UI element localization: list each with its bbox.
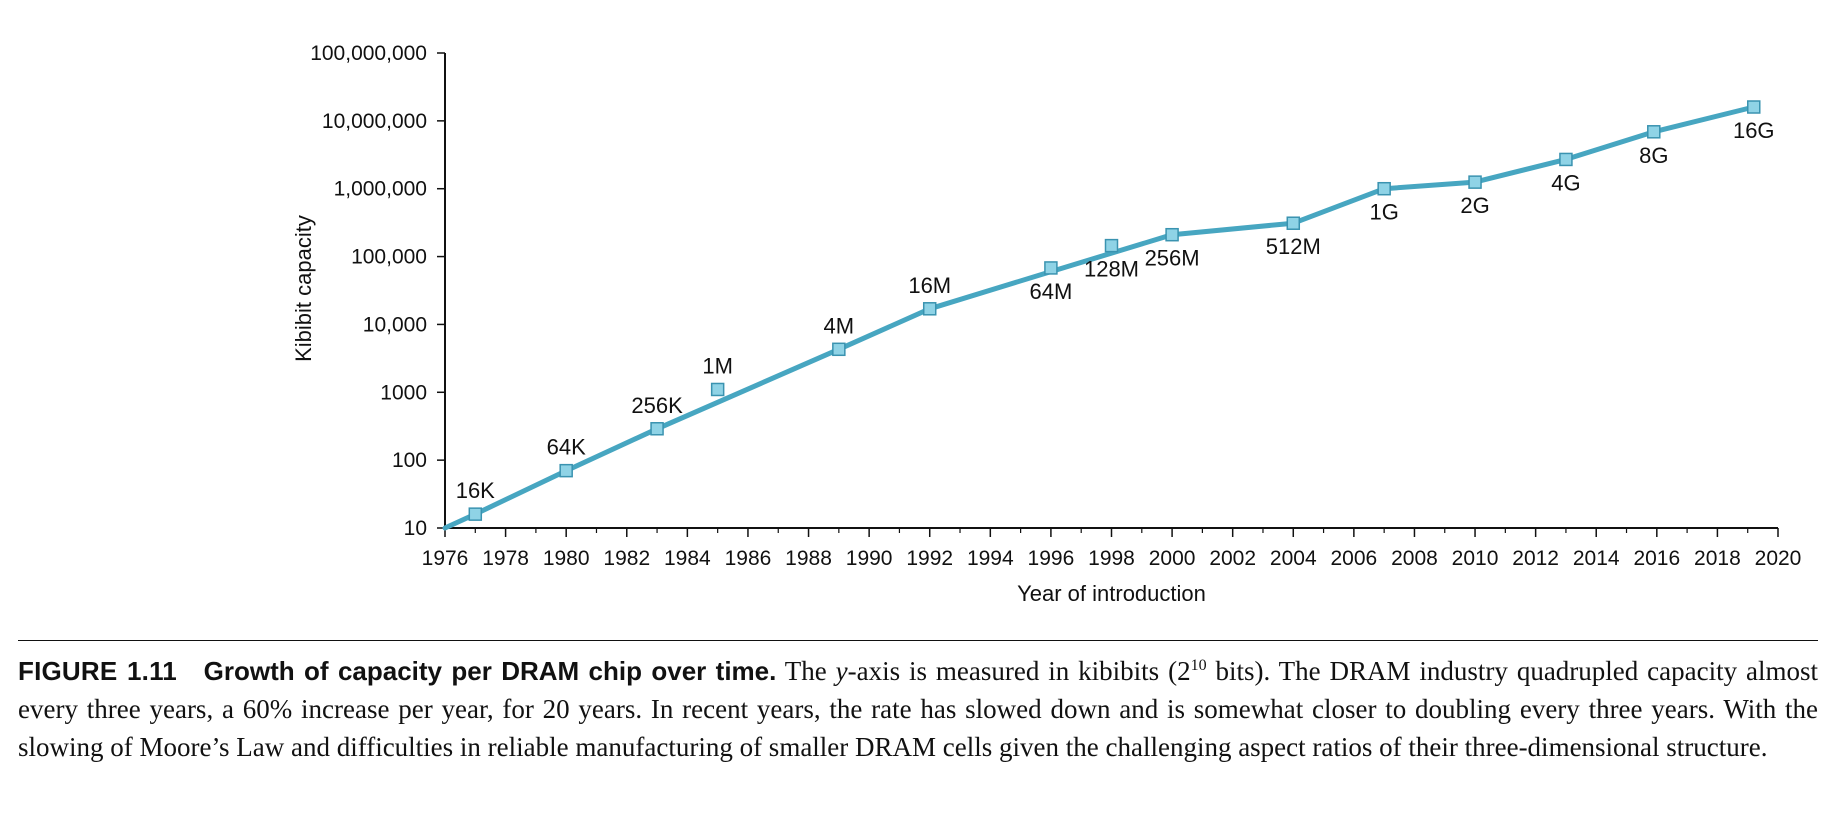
x-tick-label: 1998 <box>1088 547 1135 570</box>
data-point-marker <box>1747 100 1761 114</box>
capacity-series: 16K 64K 256K 1M 4M 16M 64M 128M 256M 512M 1G 2G 4G 8G… <box>442 100 1775 531</box>
x-tick-label: 2006 <box>1331 547 1378 570</box>
x-tick-label: 2008 <box>1391 547 1438 570</box>
data-point-label: 16G <box>1733 118 1775 143</box>
caption-divider <box>18 640 1818 641</box>
data-point-marker <box>710 382 725 397</box>
data-point-label: 512M <box>1266 234 1321 259</box>
y-tick-label: 100,000 <box>351 246 427 269</box>
y-tick-label: 1,000,000 <box>334 178 427 201</box>
caption-y-italic: y <box>835 656 848 686</box>
data-point-marker <box>650 422 664 436</box>
x-axis-title: Year of introduction <box>1017 581 1206 606</box>
dram-capacity-chart: 10 100 1000 10,000 100,000 1,000,000 10,000,00… <box>291 42 1802 606</box>
caption-superscript: 10 <box>1190 657 1207 674</box>
x-tick-label: 1984 <box>664 547 711 570</box>
y-tick-label: 10,000,000 <box>322 110 427 133</box>
x-tick-label: 2016 <box>1633 547 1680 570</box>
x-tick-label: 1996 <box>1028 547 1075 570</box>
data-point-marker <box>1044 261 1058 275</box>
data-point-label: 4G <box>1551 170 1580 195</box>
data-point-label: 16M <box>908 273 951 298</box>
data-point-label: 256M <box>1145 246 1200 271</box>
x-tick-label: 1990 <box>846 547 893 570</box>
data-point-marker <box>1165 227 1179 242</box>
data-point-marker <box>1647 125 1661 139</box>
y-tick-label: 10,000 <box>363 313 427 336</box>
y-tick-label: 100 <box>392 449 427 472</box>
data-point-label: 2G <box>1460 193 1489 218</box>
x-tick-label: 1982 <box>603 547 650 570</box>
capacity-line <box>442 104 1757 531</box>
x-tick-label: 1994 <box>967 547 1014 570</box>
data-point-label: 1M <box>702 353 733 378</box>
x-tick-label: 2010 <box>1452 547 1499 570</box>
data-point-marker <box>832 342 846 357</box>
data-point-marker <box>1468 175 1482 189</box>
x-tick-label: 2004 <box>1270 547 1317 570</box>
data-point-marker <box>1377 181 1391 196</box>
caption-text-2: -axis is measured in kibibits (2 <box>847 656 1191 686</box>
x-tick-label: 2000 <box>1149 547 1196 570</box>
figure-label: FIGURE 1.11 <box>18 656 177 686</box>
y-axis: 10 100 1000 10,000 100,000 1,000,000 10,000,00… <box>310 42 446 540</box>
data-point-label: 1G <box>1369 200 1398 225</box>
data-point-label: 16K <box>456 478 495 503</box>
x-tick-label: 1992 <box>906 547 953 570</box>
caption-text-3: bits). The DRAM industry quadrupled capa… <box>18 656 1819 762</box>
x-tick-label: 1976 <box>422 547 469 570</box>
figure-title: Growth of capacity per DRAM chip over ti… <box>203 656 777 686</box>
x-tick-label: 2018 <box>1694 547 1741 570</box>
y-axis-title: Kibibit capacity <box>291 215 316 362</box>
x-tick-label: 1988 <box>785 547 832 570</box>
x-tick-label: 2014 <box>1573 547 1620 570</box>
y-tick-label: 1000 <box>380 381 427 404</box>
data-point-marker <box>559 463 573 478</box>
data-point-label: 128M <box>1084 257 1139 282</box>
figure-caption: FIGURE 1.11 Growth of capacity per DRAM … <box>18 652 1818 766</box>
x-tick-label: 1980 <box>543 547 590 570</box>
data-point-marker <box>1286 216 1301 230</box>
data-point-label: 4M <box>824 313 855 338</box>
caption-text-1: The <box>784 656 836 686</box>
data-point-marker <box>922 302 937 316</box>
x-tick-label: 2012 <box>1512 547 1559 570</box>
y-tick-label: 100,000,000 <box>310 42 427 65</box>
data-point-label: 256K <box>631 393 683 418</box>
data-point-label: 8G <box>1639 143 1668 168</box>
x-tick-label: 1978 <box>482 547 529 570</box>
data-point-marker <box>1559 152 1573 167</box>
x-axis: 1976 1978 1980 1982 1984 1986 1988 1990 1992 1994… <box>422 527 1802 570</box>
data-point-marker <box>468 507 483 521</box>
x-tick-label: 1986 <box>725 547 772 570</box>
y-tick-label: 10 <box>404 517 427 540</box>
data-point-label: 64M <box>1030 279 1073 304</box>
x-tick-label: 2002 <box>1209 547 1256 570</box>
x-tick-label: 2020 <box>1755 547 1802 570</box>
data-point-label: 64K <box>547 435 586 460</box>
data-point-marker <box>1104 238 1119 253</box>
